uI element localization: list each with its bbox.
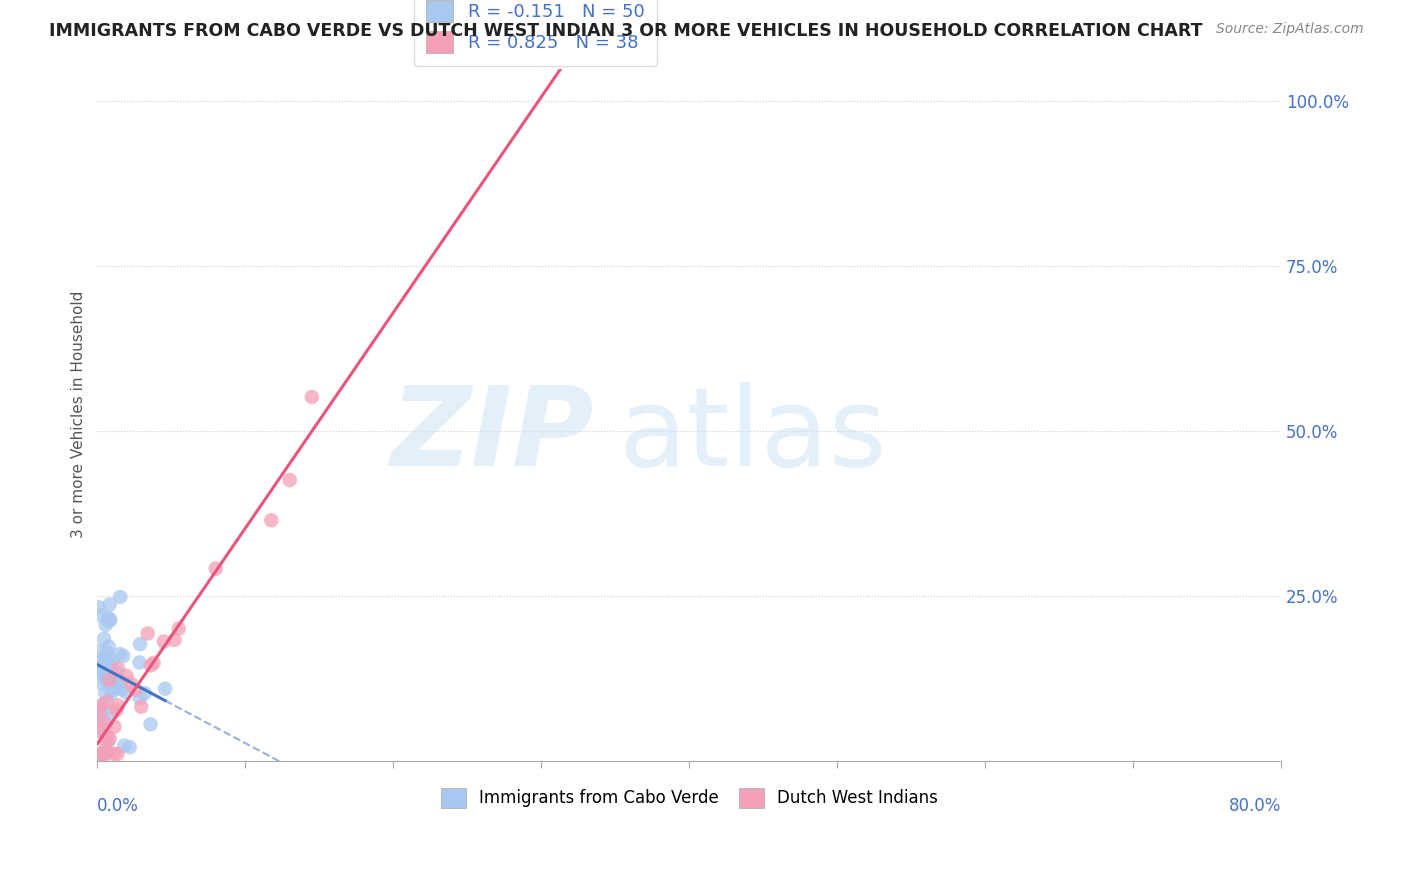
Point [90,676,112,690]
Point [128,656,150,670]
Point [93,746,115,760]
Point [115,669,138,683]
Point [96,730,118,744]
Point [91,660,114,674]
Point [97,614,120,628]
Point [93,632,115,646]
Point [90,747,112,761]
Point [153,681,176,696]
Point [89,705,111,719]
Point [107,675,129,690]
Point [112,649,135,664]
Point [100,706,122,720]
Point [278,473,301,487]
Point [87,600,110,615]
Point [103,720,125,734]
Point [103,747,125,761]
Point [111,682,134,697]
Text: 80.0%: 80.0% [1229,797,1281,814]
Point [142,656,165,670]
Point [97,611,120,625]
Point [91,706,114,721]
Point [89,698,111,713]
Point [129,637,152,651]
Point [107,747,129,761]
Point [98,674,121,689]
Point [90,663,112,677]
Point [100,686,122,700]
Point [134,686,156,700]
Point [94,747,117,761]
Text: atlas: atlas [619,382,887,489]
Point [97,735,120,749]
Text: IMMIGRANTS FROM CABO VERDE VS DUTCH WEST INDIAN 3 OR MORE VEHICLES IN HOUSEHOLD : IMMIGRANTS FROM CABO VERDE VS DUTCH WEST… [49,22,1202,40]
Point [97,640,120,654]
Point [108,590,131,604]
Point [96,745,118,759]
Point [97,652,120,666]
Point [260,513,283,527]
Point [94,672,117,686]
Y-axis label: 3 or more Vehicles in Household: 3 or more Vehicles in Household [72,291,86,538]
Point [90,608,112,623]
Point [118,740,141,755]
Point [93,667,115,681]
Point [112,739,135,753]
Point [108,647,131,661]
Point [101,653,124,667]
Point [98,598,121,612]
Point [91,747,114,761]
Point [139,717,162,731]
Point [87,653,110,667]
Point [124,682,146,697]
Point [96,646,118,660]
Point [91,714,114,728]
Point [96,694,118,708]
Point [107,698,129,713]
Point [87,747,110,761]
Point [204,561,226,575]
Point [103,682,125,697]
Text: 0.0%: 0.0% [97,797,139,814]
Point [87,723,110,738]
Point [139,658,162,673]
Point [107,661,129,675]
Point [129,691,152,706]
Text: Source: ZipAtlas.com: Source: ZipAtlas.com [1216,22,1364,37]
Point [120,676,142,690]
Point [115,685,138,699]
Text: ZIP: ZIP [391,382,595,489]
Point [91,698,114,712]
Point [129,699,152,714]
Point [105,704,128,718]
Point [87,643,110,657]
Point [91,747,114,761]
Point [136,626,159,640]
Point [94,735,117,749]
Point [163,632,186,647]
Point [87,720,110,734]
Point [105,666,128,681]
Point [94,717,117,731]
Point [301,390,323,404]
Point [97,673,120,688]
Point [105,681,128,695]
Point [87,703,110,717]
Point [153,634,176,648]
Point [94,729,117,743]
Point [167,622,190,636]
Point [94,653,117,667]
Point [98,657,121,672]
Point [94,686,117,700]
Point [110,674,132,689]
Point [98,731,121,746]
Legend: Immigrants from Cabo Verde, Dutch West Indians: Immigrants from Cabo Verde, Dutch West I… [434,780,945,814]
Point [89,747,111,761]
Point [98,673,121,688]
Point [100,613,122,627]
Point [94,618,117,632]
